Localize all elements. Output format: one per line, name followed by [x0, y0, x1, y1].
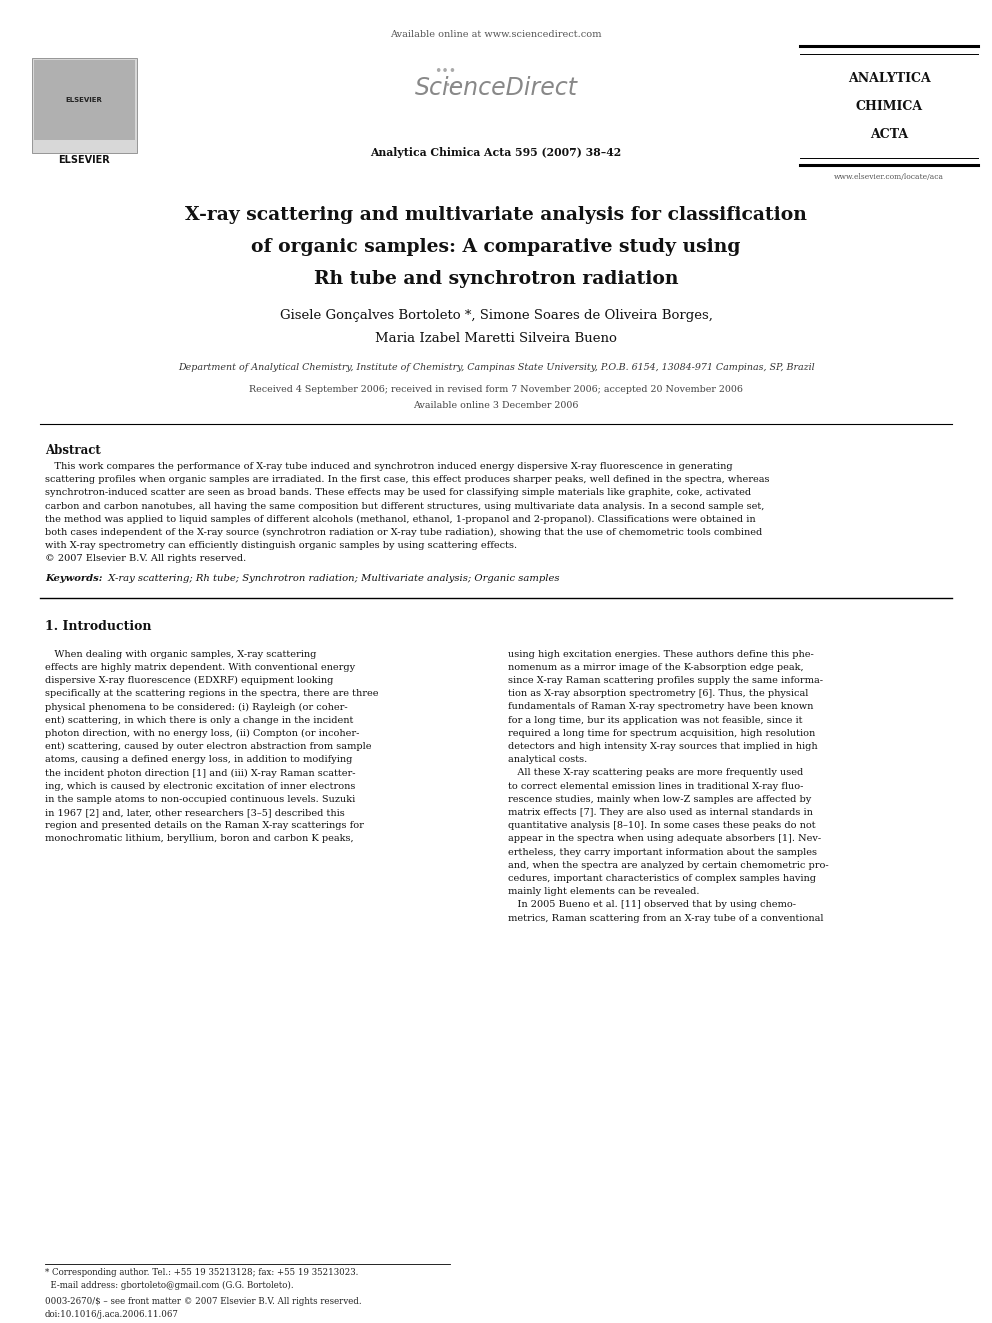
- Text: of organic samples: A comparative study using: of organic samples: A comparative study …: [251, 238, 741, 255]
- Text: doi:10.1016/j.aca.2006.11.067: doi:10.1016/j.aca.2006.11.067: [45, 1310, 179, 1319]
- Text: ScienceDirect: ScienceDirect: [415, 75, 577, 101]
- Text: in 1967 [2] and, later, other researchers [3–5] described this: in 1967 [2] and, later, other researcher…: [45, 808, 345, 818]
- Text: since X-ray Raman scattering profiles supply the same informa-: since X-ray Raman scattering profiles su…: [508, 676, 823, 685]
- Text: the incident photon direction [1] and (iii) X-ray Raman scatter-: the incident photon direction [1] and (i…: [45, 769, 355, 778]
- Text: carbon and carbon nanotubes, all having the same composition but different struc: carbon and carbon nanotubes, all having …: [45, 501, 765, 511]
- Text: ACTA: ACTA: [870, 127, 908, 140]
- Text: with X-ray spectrometry can efficiently distinguish organic samples by using sca: with X-ray spectrometry can efficiently …: [45, 541, 517, 550]
- Text: ertheless, they carry important information about the samples: ertheless, they carry important informat…: [508, 848, 817, 856]
- Text: specifically at the scattering regions in the spectra, there are three: specifically at the scattering regions i…: [45, 689, 379, 699]
- Text: atoms, causing a defined energy loss, in addition to modifying: atoms, causing a defined energy loss, in…: [45, 755, 352, 765]
- Text: region and presented details on the Raman X-ray scatterings for: region and presented details on the Rama…: [45, 822, 364, 831]
- Text: synchrotron-induced scatter are seen as broad bands. These effects may be used f: synchrotron-induced scatter are seen as …: [45, 488, 751, 497]
- Text: and, when the spectra are analyzed by certain chemometric pro-: and, when the spectra are analyzed by ce…: [508, 861, 828, 869]
- Text: metrics, Raman scattering from an X-ray tube of a conventional: metrics, Raman scattering from an X-ray …: [508, 914, 823, 922]
- Text: cedures, important characteristics of complex samples having: cedures, important characteristics of co…: [508, 875, 816, 882]
- Text: effects are highly matrix dependent. With conventional energy: effects are highly matrix dependent. Wit…: [45, 663, 355, 672]
- Text: quantitative analysis [8–10]. In some cases these peaks do not: quantitative analysis [8–10]. In some ca…: [508, 822, 815, 831]
- Text: appear in the spectra when using adequate absorbers [1]. Nev-: appear in the spectra when using adequat…: [508, 835, 821, 843]
- Text: •••: •••: [434, 66, 456, 78]
- Text: mainly light elements can be revealed.: mainly light elements can be revealed.: [508, 888, 699, 896]
- Text: photon direction, with no energy loss, (ii) Compton (or incoher-: photon direction, with no energy loss, (…: [45, 729, 359, 738]
- Text: scattering profiles when organic samples are irradiated. In the first case, this: scattering profiles when organic samples…: [45, 475, 770, 484]
- Text: When dealing with organic samples, X-ray scattering: When dealing with organic samples, X-ray…: [45, 650, 316, 659]
- Text: tion as X-ray absorption spectrometry [6]. Thus, the physical: tion as X-ray absorption spectrometry [6…: [508, 689, 808, 699]
- Text: Rh tube and synchrotron radiation: Rh tube and synchrotron radiation: [313, 270, 679, 288]
- Text: 1. Introduction: 1. Introduction: [45, 619, 152, 632]
- Text: 0003-2670/$ – see front matter © 2007 Elsevier B.V. All rights reserved.: 0003-2670/$ – see front matter © 2007 El…: [45, 1297, 362, 1306]
- Text: ANALYTICA: ANALYTICA: [847, 71, 930, 85]
- Text: using high excitation energies. These authors define this phe-: using high excitation energies. These au…: [508, 650, 813, 659]
- Text: * Corresponding author. Tel.: +55 19 35213128; fax: +55 19 35213023.: * Corresponding author. Tel.: +55 19 352…: [45, 1267, 358, 1277]
- Text: Keywords:: Keywords:: [45, 574, 102, 582]
- Text: Department of Analytical Chemistry, Institute of Chemistry, Campinas State Unive: Department of Analytical Chemistry, Inst…: [178, 364, 814, 373]
- Text: matrix effects [7]. They are also used as internal standards in: matrix effects [7]. They are also used a…: [508, 808, 812, 818]
- Text: the method was applied to liquid samples of different alcohols (methanol, ethano: the method was applied to liquid samples…: [45, 515, 756, 524]
- Text: Received 4 September 2006; received in revised form 7 November 2006; accepted 20: Received 4 September 2006; received in r…: [249, 385, 743, 394]
- Text: ELSEVIER: ELSEVIER: [59, 155, 110, 165]
- Text: CHIMICA: CHIMICA: [855, 99, 923, 112]
- Text: ••: ••: [444, 79, 456, 90]
- Text: both cases independent of the X-ray source (synchrotron radiation or X-ray tube : both cases independent of the X-ray sour…: [45, 528, 762, 537]
- Text: ELSEVIER: ELSEVIER: [65, 97, 102, 103]
- Text: X-ray scattering; Rh tube; Synchrotron radiation; Multivariate analysis; Organic: X-ray scattering; Rh tube; Synchrotron r…: [102, 574, 559, 582]
- Text: In 2005 Bueno et al. [11] observed that by using chemo-: In 2005 Bueno et al. [11] observed that …: [508, 901, 796, 909]
- Text: for a long time, bur its application was not feasible, since it: for a long time, bur its application was…: [508, 716, 803, 725]
- Text: All these X-ray scattering peaks are more frequently used: All these X-ray scattering peaks are mor…: [508, 769, 804, 778]
- Text: dispersive X-ray fluorescence (EDXRF) equipment looking: dispersive X-ray fluorescence (EDXRF) eq…: [45, 676, 333, 685]
- Text: E-mail address: gbortoleto@gmail.com (G.G. Bortoleto).: E-mail address: gbortoleto@gmail.com (G.…: [45, 1281, 294, 1290]
- Text: fundamentals of Raman X-ray spectrometry have been known: fundamentals of Raman X-ray spectrometry…: [508, 703, 813, 712]
- Text: ing, which is caused by electronic excitation of inner electrons: ing, which is caused by electronic excit…: [45, 782, 355, 791]
- Text: physical phenomena to be considered: (i) Rayleigh (or coher-: physical phenomena to be considered: (i)…: [45, 703, 347, 712]
- Text: in the sample atoms to non-occupied continuous levels. Suzuki: in the sample atoms to non-occupied cont…: [45, 795, 355, 804]
- Text: to correct elemental emission lines in traditional X-ray fluo-: to correct elemental emission lines in t…: [508, 782, 804, 791]
- Text: X-ray scattering and multivariate analysis for classification: X-ray scattering and multivariate analys…: [186, 206, 806, 224]
- Bar: [34, 60, 135, 140]
- Text: www.elsevier.com/locate/aca: www.elsevier.com/locate/aca: [834, 173, 944, 181]
- Text: Available online 3 December 2006: Available online 3 December 2006: [414, 401, 578, 410]
- Text: © 2007 Elsevier B.V. All rights reserved.: © 2007 Elsevier B.V. All rights reserved…: [45, 554, 246, 564]
- Text: Abstract: Abstract: [45, 445, 101, 456]
- Text: detectors and high intensity X-ray sources that implied in high: detectors and high intensity X-ray sourc…: [508, 742, 817, 751]
- Text: rescence studies, mainly when low-Z samples are affected by: rescence studies, mainly when low-Z samp…: [508, 795, 811, 804]
- Text: Maria Izabel Maretti Silveira Bueno: Maria Izabel Maretti Silveira Bueno: [375, 332, 617, 345]
- Text: Gisele Gonçalves Bortoleto *, Simone Soares de Oliveira Borges,: Gisele Gonçalves Bortoleto *, Simone Soa…: [280, 310, 712, 323]
- Text: monochromatic lithium, beryllium, boron and carbon K peaks,: monochromatic lithium, beryllium, boron …: [45, 835, 353, 843]
- Text: nomenum as a mirror image of the K-absorption edge peak,: nomenum as a mirror image of the K-absor…: [508, 663, 804, 672]
- Text: Available online at www.sciencedirect.com: Available online at www.sciencedirect.co…: [390, 30, 602, 38]
- Text: ent) scattering, in which there is only a change in the incident: ent) scattering, in which there is only …: [45, 716, 353, 725]
- Text: required a long time for spectrum acquisition, high resolution: required a long time for spectrum acquis…: [508, 729, 815, 738]
- Text: analytical costs.: analytical costs.: [508, 755, 587, 765]
- Text: ent) scattering, caused by outer electron abstraction from sample: ent) scattering, caused by outer electro…: [45, 742, 371, 751]
- Text: Analytica Chimica Acta 595 (2007) 38–42: Analytica Chimica Acta 595 (2007) 38–42: [370, 147, 622, 159]
- Text: This work compares the performance of X-ray tube induced and synchrotron induced: This work compares the performance of X-…: [45, 462, 733, 471]
- Bar: [32, 58, 137, 153]
